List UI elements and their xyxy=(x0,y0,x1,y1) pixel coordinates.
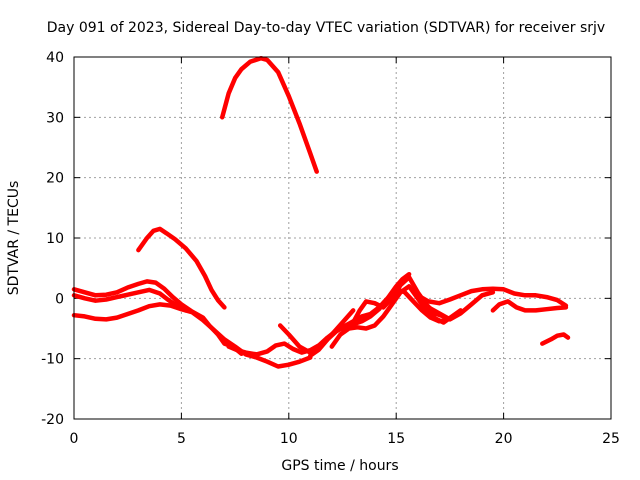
y-tick-label: 0 xyxy=(55,291,64,307)
series-arc-mid xyxy=(136,226,227,310)
y-tick-label: -20 xyxy=(41,412,64,428)
series-arc-right-b xyxy=(490,299,569,313)
y-tick-label: 30 xyxy=(46,110,64,126)
series-arc-right-c xyxy=(426,290,496,322)
series-arc-lower-left xyxy=(71,302,313,369)
x-tick-label: 25 xyxy=(602,431,620,447)
x-axis-label: GPS time / hours xyxy=(281,458,398,474)
y-tick-label: 20 xyxy=(46,171,64,187)
series-arc-right-a xyxy=(415,286,569,308)
series-arc-rise-d xyxy=(342,274,446,334)
series-arc-right-d xyxy=(540,332,571,346)
series-arc-upper-left-b xyxy=(71,287,188,313)
x-tick-label: 5 xyxy=(177,431,186,447)
x-tick-label: 10 xyxy=(280,431,298,447)
y-tick-label: 10 xyxy=(46,231,64,247)
x-tick-label: 20 xyxy=(495,431,513,447)
x-tick-label: 15 xyxy=(387,431,405,447)
y-axis-label: SDTVAR / TECUs xyxy=(6,181,22,296)
chart-title: Day 091 of 2023, Sidereal Day-to-day VTE… xyxy=(47,20,605,36)
grid-lines xyxy=(74,57,611,419)
x-tick-label: 0 xyxy=(70,431,79,447)
y-tick-label: -10 xyxy=(41,352,64,368)
data-series xyxy=(71,55,571,369)
series-arc-rise-c xyxy=(329,284,463,349)
plot-frame xyxy=(73,56,612,420)
axis-ticks: 0 5 10 15 20 25 -20 -10 0 10 20 30 40 xyxy=(41,50,620,447)
series-arc-peak xyxy=(219,55,319,174)
y-tick-label: 40 xyxy=(46,50,64,66)
